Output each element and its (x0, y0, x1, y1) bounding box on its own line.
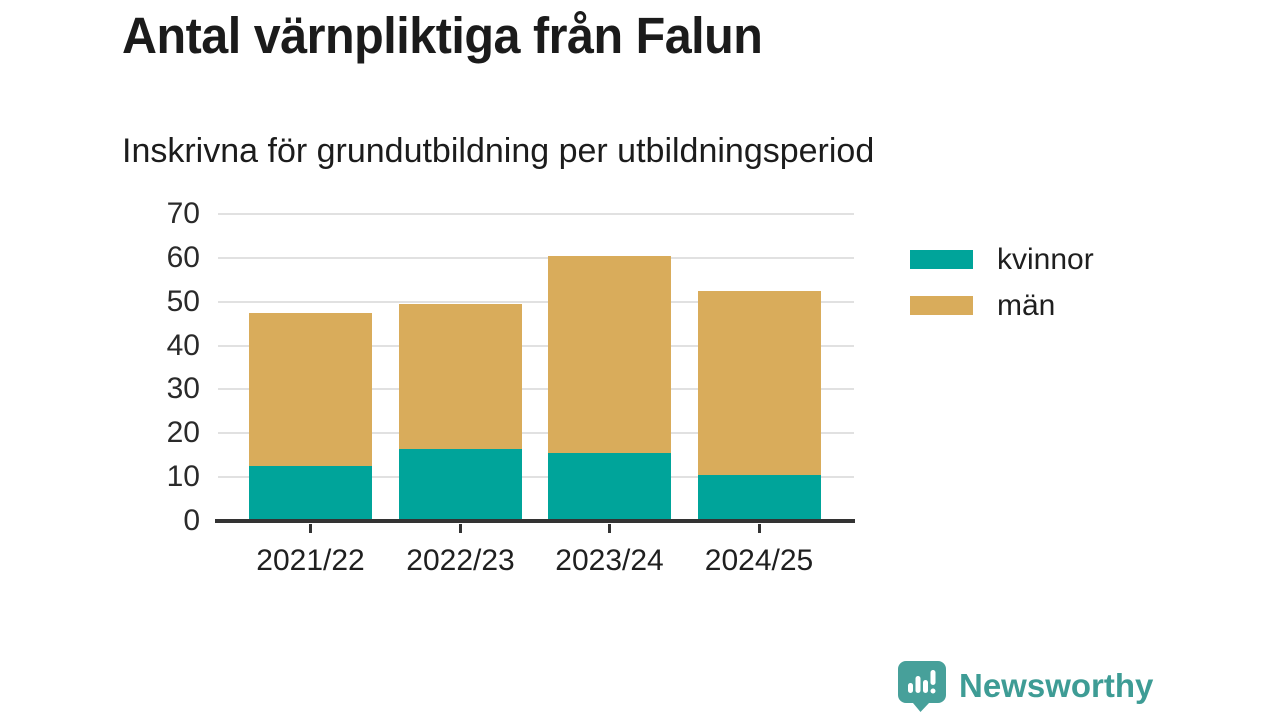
gridline-y-50 (218, 300, 854, 303)
gridline-y-60 (218, 256, 854, 259)
chart-title: Antal värnpliktiga från Falun (122, 7, 763, 64)
y-axis-label: 60 (166, 240, 200, 274)
gridline-y-70 (218, 213, 854, 215)
chart-legend: kvinnor män (910, 242, 1094, 334)
bar-segment-män-2023/24 (548, 255, 671, 454)
x-axis-label: 2024/25 (704, 544, 814, 577)
legend-swatch-män (910, 296, 973, 315)
legend-label: män (997, 288, 1056, 322)
y-axis-label: 20 (166, 416, 200, 450)
bar-segment-kvinnor-2022/23 (399, 448, 522, 519)
legend-swatch-kvinnor (910, 250, 973, 269)
y-axis-label: 0 (183, 504, 200, 537)
bar-segment-män-2022/23 (399, 304, 522, 449)
legend-label: kvinnor (997, 242, 1094, 276)
bar-segment-kvinnor-2023/24 (548, 453, 671, 519)
bar-segment-män-2021/22 (249, 312, 372, 467)
chart-subtitle: Inskrivna för grundutbildning per utbild… (122, 132, 875, 170)
y-axis-label: 40 (166, 328, 200, 362)
gridline-y-40 (218, 344, 854, 347)
y-axis-label: 70 (166, 197, 200, 230)
x-axis-label: 2022/23 (406, 544, 515, 577)
gridline-y-10 (218, 476, 854, 479)
y-axis-label: 30 (166, 372, 200, 406)
x-axis-label: 2021/22 (256, 544, 365, 577)
x-axis-label: 2023/24 (555, 544, 664, 577)
gridline-y-20 (218, 432, 854, 435)
legend-item-män: män (910, 288, 1094, 323)
bar-segment-kvinnor-2021/22 (249, 466, 372, 519)
bar-segment-män-2024/25 (697, 290, 821, 476)
y-axis-label: 50 (166, 284, 200, 318)
newsworthy-chart-bubble-icon (898, 661, 946, 712)
x-axis-tick (309, 524, 312, 533)
newsworthy-brand: Newsworthy (897, 660, 1153, 712)
x-axis-line (215, 519, 855, 523)
y-axis-label: 10 (166, 460, 200, 494)
x-axis-tick (757, 524, 761, 533)
gridline-y-30 (218, 388, 854, 391)
brand-name: Newsworthy (959, 667, 1154, 704)
x-axis-tick (608, 524, 611, 533)
legend-item-kvinnor: kvinnor (910, 242, 1094, 277)
bar-segment-kvinnor-2024/25 (697, 475, 821, 519)
x-axis-tick (459, 524, 462, 533)
stacked-bar-chart-plot-area: 0 10 20 30 40 50 60 70 2021/22 2022/23 2023/24 2024… (167, 199, 855, 576)
